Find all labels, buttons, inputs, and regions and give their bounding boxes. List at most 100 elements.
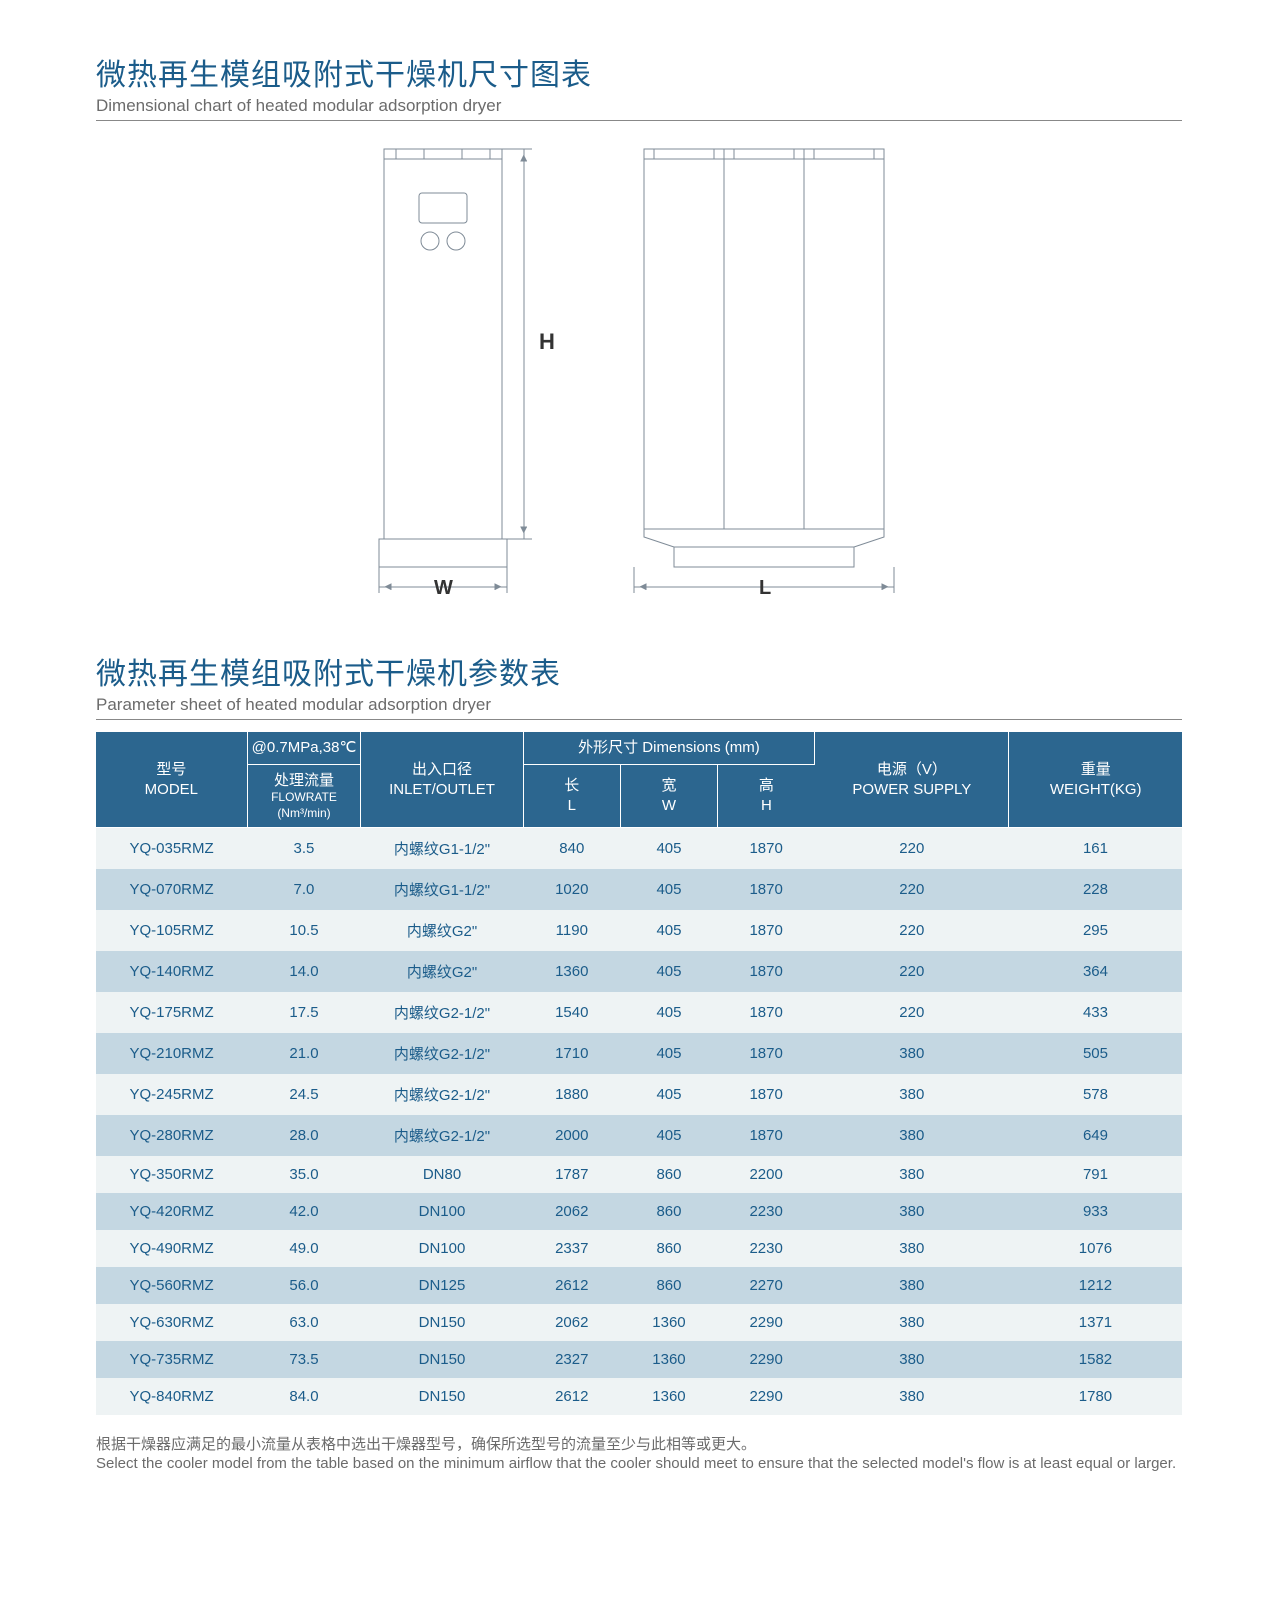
cell-model: YQ-350RMZ [96, 1156, 247, 1193]
parameter-table: 型号 MODEL @0.7MPa,38℃ 出入口径 INLET/OUTLET 外… [96, 732, 1182, 1415]
cell-W: 860 [620, 1230, 717, 1267]
th-h: 高H [718, 764, 815, 828]
cell-W: 405 [620, 869, 717, 910]
cell-W: 860 [620, 1156, 717, 1193]
cell-power: 220 [815, 992, 1009, 1033]
cell-L: 2062 [523, 1193, 620, 1230]
cell-L: 840 [523, 828, 620, 870]
cell-inlet: DN150 [361, 1341, 523, 1378]
cell-H: 2200 [718, 1156, 815, 1193]
cell-W: 405 [620, 1115, 717, 1156]
cell-flow: 17.5 [247, 992, 361, 1033]
table-row: YQ-630RMZ63.0DN1502062136022903801371 [96, 1304, 1182, 1341]
cell-W: 1360 [620, 1304, 717, 1341]
cell-model: YQ-140RMZ [96, 951, 247, 992]
th-power: 电源（V） POWER SUPPLY [815, 732, 1009, 828]
cell-flow: 84.0 [247, 1378, 361, 1415]
label-h: H [539, 329, 554, 354]
cell-flow: 73.5 [247, 1341, 361, 1378]
cell-flow: 35.0 [247, 1156, 361, 1193]
cell-weight: 364 [1009, 951, 1182, 992]
cell-weight: 933 [1009, 1193, 1182, 1230]
cell-H: 2230 [718, 1230, 815, 1267]
th-inlet: 出入口径 INLET/OUTLET [361, 732, 523, 828]
cell-flow: 49.0 [247, 1230, 361, 1267]
parameter-title-en: Parameter sheet of heated modular adsorp… [96, 695, 1182, 715]
dimensional-title-cn: 微热再生模组吸附式干燥机尺寸图表 [96, 50, 1182, 94]
cell-power: 380 [815, 1033, 1009, 1074]
cell-power: 220 [815, 951, 1009, 992]
cell-flow: 24.5 [247, 1074, 361, 1115]
table-row: YQ-490RMZ49.0DN100233786022303801076 [96, 1230, 1182, 1267]
cell-H: 1870 [718, 828, 815, 870]
cell-W: 860 [620, 1267, 717, 1304]
cell-power: 380 [815, 1193, 1009, 1230]
cell-flow: 28.0 [247, 1115, 361, 1156]
cell-weight: 1582 [1009, 1341, 1182, 1378]
dimensional-title-en: Dimensional chart of heated modular adso… [96, 96, 1182, 116]
cell-H: 2290 [718, 1378, 815, 1415]
cell-model: YQ-105RMZ [96, 910, 247, 951]
cell-H: 1870 [718, 1033, 815, 1074]
th-l: 长L [523, 764, 620, 828]
cell-inlet: DN150 [361, 1304, 523, 1341]
cell-weight: 649 [1009, 1115, 1182, 1156]
cell-H: 1870 [718, 992, 815, 1033]
cell-flow: 21.0 [247, 1033, 361, 1074]
table-row: YQ-140RMZ14.0内螺纹G2"13604051870220364 [96, 951, 1182, 992]
cell-H: 2230 [718, 1193, 815, 1230]
cell-inlet: 内螺纹G2-1/2" [361, 992, 523, 1033]
cell-flow: 63.0 [247, 1304, 361, 1341]
cell-L: 2062 [523, 1304, 620, 1341]
cell-weight: 228 [1009, 869, 1182, 910]
parameter-title-cn: 微热再生模组吸附式干燥机参数表 [96, 649, 1182, 693]
cell-H: 2270 [718, 1267, 815, 1304]
th-model: 型号 MODEL [96, 732, 247, 828]
cell-L: 1787 [523, 1156, 620, 1193]
cell-model: YQ-175RMZ [96, 992, 247, 1033]
cell-L: 1540 [523, 992, 620, 1033]
cell-L: 1020 [523, 869, 620, 910]
cell-inlet: DN80 [361, 1156, 523, 1193]
cell-weight: 1371 [1009, 1304, 1182, 1341]
parameter-section: 微热再生模组吸附式干燥机参数表 Parameter sheet of heate… [96, 649, 1182, 1474]
cell-inlet: DN125 [361, 1267, 523, 1304]
th-w: 宽W [620, 764, 717, 828]
cell-L: 1880 [523, 1074, 620, 1115]
cell-power: 380 [815, 1074, 1009, 1115]
cell-inlet: DN150 [361, 1378, 523, 1415]
cell-power: 220 [815, 910, 1009, 951]
diagram-area: H W [96, 139, 1182, 599]
table-row: YQ-280RMZ28.0内螺纹G2-1/2"20004051870380649 [96, 1115, 1182, 1156]
cell-power: 380 [815, 1304, 1009, 1341]
cell-model: YQ-035RMZ [96, 828, 247, 870]
cell-inlet: DN100 [361, 1230, 523, 1267]
cell-model: YQ-245RMZ [96, 1074, 247, 1115]
table-row: YQ-105RMZ10.5内螺纹G2"11904051870220295 [96, 910, 1182, 951]
footnote-en: Select the cooler model from the table b… [96, 1454, 1182, 1474]
cell-model: YQ-560RMZ [96, 1267, 247, 1304]
cell-weight: 433 [1009, 992, 1182, 1033]
cell-power: 220 [815, 869, 1009, 910]
cell-flow: 42.0 [247, 1193, 361, 1230]
cell-model: YQ-070RMZ [96, 869, 247, 910]
title-divider [96, 719, 1182, 720]
cell-weight: 161 [1009, 828, 1182, 870]
cell-flow: 56.0 [247, 1267, 361, 1304]
cell-power: 380 [815, 1378, 1009, 1415]
cell-W: 1360 [620, 1341, 717, 1378]
cell-model: YQ-210RMZ [96, 1033, 247, 1074]
th-condition: @0.7MPa,38℃ [247, 732, 361, 764]
cell-model: YQ-490RMZ [96, 1230, 247, 1267]
cell-H: 1870 [718, 869, 815, 910]
cell-power: 380 [815, 1267, 1009, 1304]
cell-L: 2000 [523, 1115, 620, 1156]
cell-W: 405 [620, 951, 717, 992]
table-row: YQ-560RMZ56.0DN125261286022703801212 [96, 1267, 1182, 1304]
table-row: YQ-070RMZ7.0内螺纹G1-1/2"10204051870220228 [96, 869, 1182, 910]
cell-inlet: 内螺纹G1-1/2" [361, 869, 523, 910]
cell-inlet: 内螺纹G2-1/2" [361, 1033, 523, 1074]
cell-H: 2290 [718, 1304, 815, 1341]
cell-power: 380 [815, 1115, 1009, 1156]
cell-power: 380 [815, 1341, 1009, 1378]
